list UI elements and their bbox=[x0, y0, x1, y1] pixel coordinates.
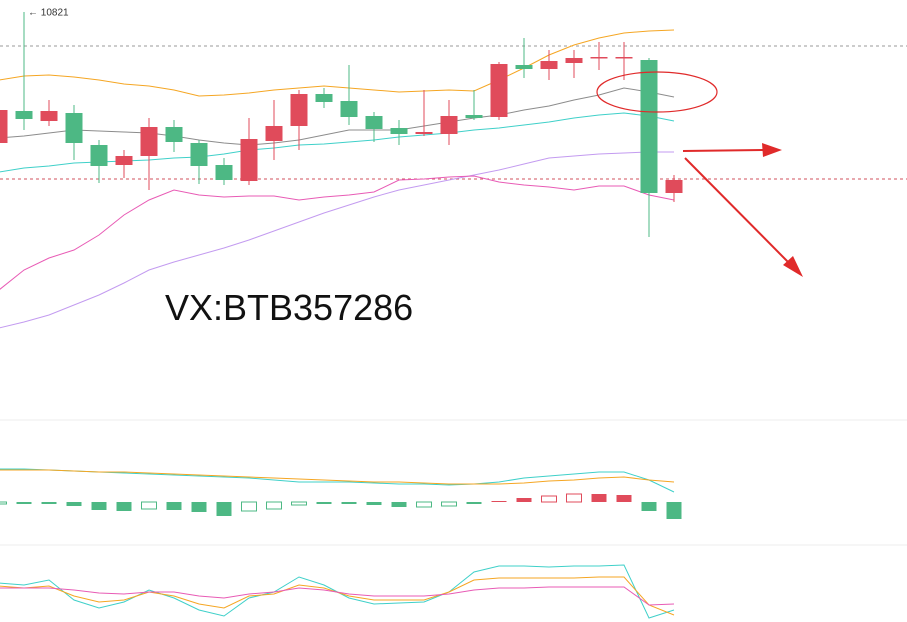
candle-body bbox=[415, 132, 433, 134]
candle-body bbox=[215, 165, 233, 180]
histogram-bar bbox=[191, 502, 207, 512]
candle-body bbox=[190, 143, 208, 166]
indicator-line bbox=[0, 586, 675, 606]
histogram-bar bbox=[341, 502, 357, 504]
candle-body bbox=[365, 116, 383, 129]
indicator-line bbox=[0, 87, 675, 146]
histogram-bar bbox=[241, 501, 257, 512]
candle-body bbox=[290, 94, 308, 126]
histogram-bar bbox=[666, 502, 682, 519]
candle-body bbox=[665, 180, 683, 193]
histogram-bar bbox=[516, 498, 532, 502]
indicator-line bbox=[0, 469, 675, 485]
histogram-bar bbox=[291, 501, 307, 506]
indicator-line bbox=[0, 29, 675, 97]
histogram-bar bbox=[416, 501, 432, 508]
histogram-bar bbox=[66, 502, 82, 506]
candle-body bbox=[565, 58, 583, 63]
histogram-bar bbox=[441, 501, 457, 507]
candle-body bbox=[40, 111, 58, 121]
candle-body bbox=[540, 61, 558, 69]
histogram-bar bbox=[141, 501, 157, 510]
histogram-bar bbox=[16, 502, 32, 504]
histogram-bar bbox=[566, 493, 582, 503]
candle-body bbox=[490, 64, 508, 117]
candle-body bbox=[240, 139, 258, 181]
plot-area: ← 10821 bbox=[0, 8, 907, 619]
histogram-bar bbox=[0, 501, 7, 505]
arrow-head bbox=[783, 256, 803, 277]
histogram-bar bbox=[541, 495, 557, 503]
candle-body bbox=[440, 116, 458, 134]
indicator-line bbox=[0, 112, 675, 173]
arrow-head bbox=[762, 143, 782, 157]
candle-body bbox=[15, 111, 33, 119]
candle-body bbox=[515, 65, 533, 69]
candle-body bbox=[165, 127, 183, 142]
indicator-line bbox=[0, 175, 675, 290]
histogram-bar bbox=[216, 502, 232, 516]
candle-body bbox=[465, 115, 483, 118]
histogram-bar bbox=[491, 501, 507, 502]
candle-body bbox=[115, 156, 133, 165]
histogram-bar bbox=[591, 494, 607, 502]
candle-body bbox=[390, 128, 408, 134]
histogram-bar bbox=[391, 502, 407, 507]
histogram-bar bbox=[166, 502, 182, 510]
arrow bbox=[682, 149, 766, 152]
candle-body bbox=[265, 126, 283, 141]
highlight-ellipse bbox=[596, 71, 718, 113]
histogram-bar bbox=[91, 502, 107, 510]
arrows bbox=[682, 143, 803, 277]
candle-body bbox=[0, 110, 8, 143]
candle-body bbox=[65, 113, 83, 143]
histogram-bar bbox=[316, 502, 332, 504]
candle-body bbox=[315, 94, 333, 102]
annotation: ← 10821 bbox=[28, 8, 69, 19]
arrow bbox=[684, 157, 793, 267]
watermark: VX:BTB357286 bbox=[165, 287, 413, 328]
candle-body bbox=[590, 57, 608, 59]
histogram-bar bbox=[116, 502, 132, 511]
candle-body bbox=[640, 60, 658, 193]
histogram-bar bbox=[641, 502, 657, 511]
histogram-bar bbox=[41, 502, 57, 504]
histogram-bar bbox=[366, 502, 382, 505]
histogram-bar bbox=[266, 501, 282, 510]
candle-body bbox=[340, 101, 358, 117]
histogram-bar bbox=[616, 495, 632, 502]
histogram-bar bbox=[466, 502, 482, 504]
indicator-line bbox=[0, 151, 674, 329]
candle-body bbox=[90, 145, 108, 166]
candle-body bbox=[140, 127, 158, 156]
candle-body bbox=[615, 57, 633, 59]
